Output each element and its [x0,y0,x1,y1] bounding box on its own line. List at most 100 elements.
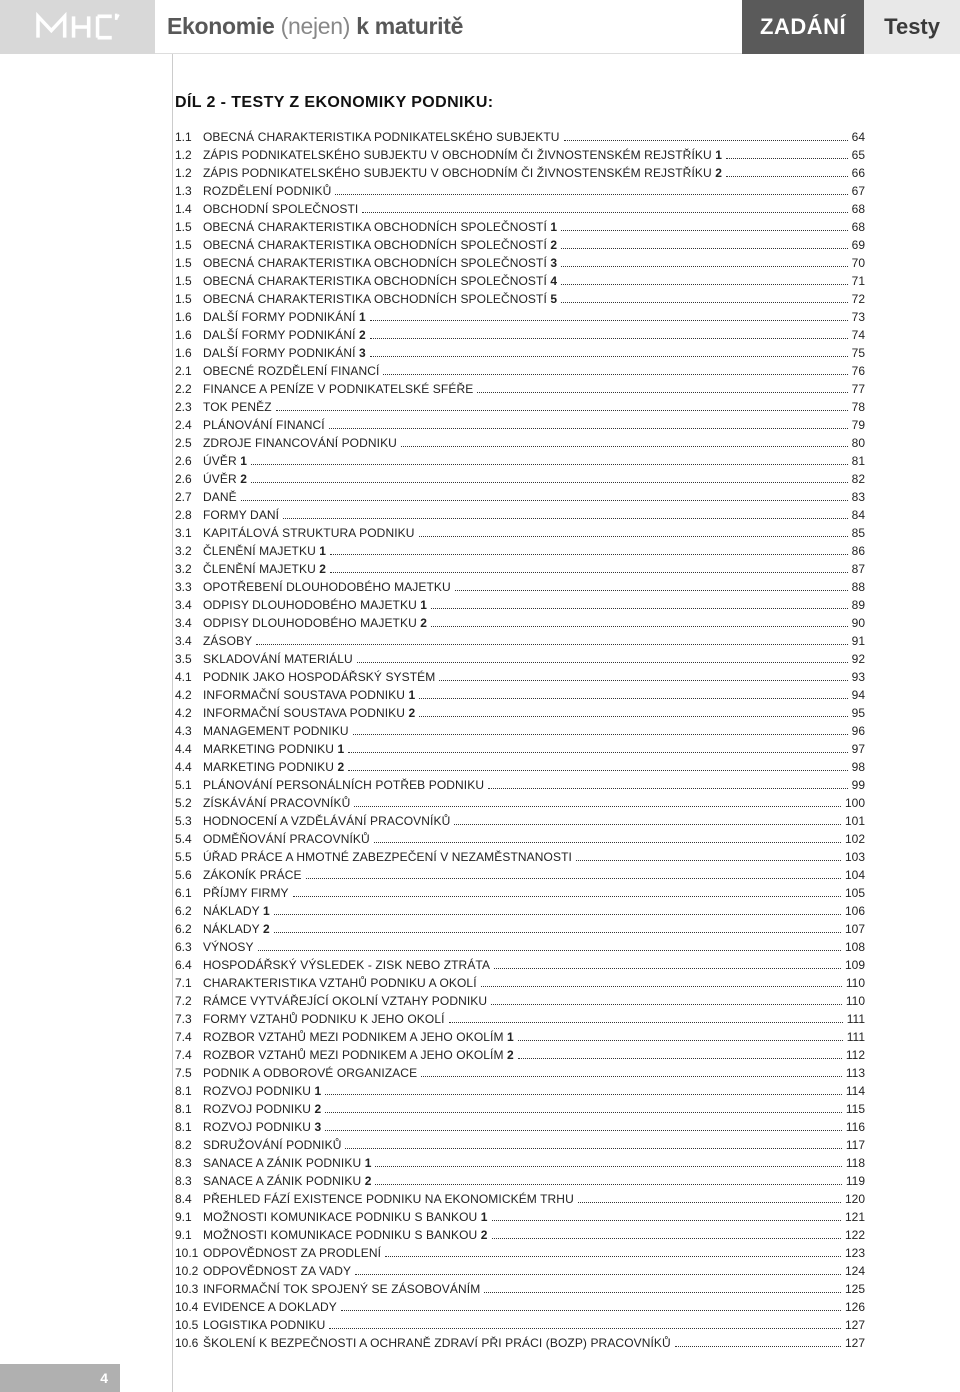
toc-page-number: 94 [852,686,865,704]
toc-page-number: 70 [852,254,865,272]
page-header: Ekonomie (nejen) k maturitě ZADÁNÍ Testy [0,0,960,54]
page-number-footer: 4 [0,1364,120,1392]
toc-title-suffix: 2 [319,562,326,576]
toc-leader-dots [370,320,848,321]
toc-row: 4.1PODNIK JAKO HOSPODÁŘSKÝ SYSTÉM93 [175,668,865,686]
toc-number: 1.2 [175,146,203,164]
toc-title-suffix: 5 [550,292,557,306]
toc-leader-dots [561,266,848,267]
toc-number: 10.6 [175,1334,203,1352]
toc-number: 8.1 [175,1100,203,1118]
toc-number: 2.5 [175,434,203,452]
toc-page-number: 80 [852,434,865,452]
toc-page-number: 81 [852,452,865,470]
toc-leader-dots [370,356,848,357]
toc-page-number: 121 [845,1208,865,1226]
toc-leader-dots [251,482,848,483]
toc-number: 3.5 [175,650,203,668]
toc-page-number: 89 [852,596,865,614]
toc-title-suffix: 1 [319,544,326,558]
toc-leader-dots [455,590,848,591]
toc-leader-dots [306,878,841,879]
toc-number: 5.6 [175,866,203,884]
toc-number: 6.2 [175,902,203,920]
toc-row: 10.2ODPOVĚDNOST ZA VADY124 [175,1262,865,1280]
toc-number: 8.1 [175,1082,203,1100]
toc-title: PŘEHLED FÁZÍ EXISTENCE PODNIKU NA EKONOM… [203,1190,574,1208]
toc-page-number: 76 [852,362,865,380]
toc-title: DALŠÍ FORMY PODNIKÁNÍ 3 [203,344,366,362]
toc-row: 4.3MANAGEMENT PODNIKU96 [175,722,865,740]
toc-row: 3.2ČLENĚNÍ MAJETKU 186 [175,542,865,560]
toc-row: 1.6DALŠÍ FORMY PODNIKÁNÍ 375 [175,344,865,362]
toc-page-number: 118 [846,1154,865,1172]
toc-leader-dots [383,374,847,375]
toc-row: 3.5SKLADOVÁNÍ MATERIÁLU92 [175,650,865,668]
publisher-logo-icon [33,11,123,43]
toc-page-number: 91 [852,632,865,650]
toc-title: NÁKLADY 1 [203,902,270,920]
toc-title: ÚVĚR 2 [203,470,247,488]
toc-leader-dots [283,518,848,519]
toc-title: OBECNÁ CHARAKTERISTIKA OBCHODNÍCH SPOLEČ… [203,254,557,272]
toc-title: MOŽNOSTI KOMUNIKACE PODNIKU S BANKOU 2 [203,1226,488,1244]
toc-title: ZÁKONÍK PRÁCE [203,866,302,884]
toc-title: NÁKLADY 2 [203,920,270,938]
toc-leader-dots [357,662,848,663]
toc-row: 5.3HODNOCENÍ A VZDĚLÁVÁNÍ PRACOVNÍKŮ101 [175,812,865,830]
toc-leader-dots [362,212,847,213]
toc-row: 3.4ODPISY DLOUHODOBÉHO MAJETKU 290 [175,614,865,632]
toc-page-number: 78 [852,398,865,416]
toc-page-number: 93 [852,668,865,686]
toc-number: 1.5 [175,236,203,254]
toc-row: 2.3TOK PENĚZ78 [175,398,865,416]
toc-row: 1.6DALŠÍ FORMY PODNIKÁNÍ 173 [175,308,865,326]
toc-title: SDRUŽOVÁNÍ PODNIKŮ [203,1136,341,1154]
toc-number: 1.1 [175,128,203,146]
toc-number: 7.4 [175,1046,203,1064]
document-page: Ekonomie (nejen) k maturitě ZADÁNÍ Testy… [0,0,960,1392]
toc-title: FINANCE A PENÍZE V PODNIKATELSKÉ SFÉŘE [203,380,473,398]
section-title: DÍL 2 - TESTY Z EKONOMIKY PODNIKU: [175,94,865,112]
toc-row: 10.6ŠKOLENÍ K BEZPEČNOSTI A OCHRANĚ ZDRA… [175,1334,865,1352]
toc-leader-dots [494,968,841,969]
toc-row: 3.4ODPISY DLOUHODOBÉHO MAJETKU 189 [175,596,865,614]
toc-title: ČLENĚNÍ MAJETKU 1 [203,542,326,560]
toc-title-suffix: 1 [365,1156,372,1170]
toc-leader-dots [431,626,848,627]
toc-row: 6.3VÝNOSY108 [175,938,865,956]
toc-leader-dots [419,536,848,537]
toc-leader-dots [492,1220,841,1221]
toc-row: 7.4ROZBOR VZTAHŮ MEZI PODNIKEM A JEHO OK… [175,1028,865,1046]
toc-row: 6.4HOSPODÁŘSKÝ VÝSLEDEK - ZISK NEBO ZTRÁ… [175,956,865,974]
toc-number: 1.3 [175,182,203,200]
toc-title: DANĚ [203,488,237,506]
toc-page-number: 85 [852,524,865,542]
header-title: Ekonomie (nejen) k maturitě [167,13,463,40]
toc-page-number: 123 [845,1244,865,1262]
toc-page-number: 95 [852,704,865,722]
toc-title: PODNIK A ODBOROVÉ ORGANIZACE [203,1064,417,1082]
toc-row: 10.5LOGISTIKA PODNIKU127 [175,1316,865,1334]
toc-number: 7.1 [175,974,203,992]
toc-title-suffix: 1 [337,742,344,756]
toc-title: MOŽNOSTI KOMUNIKACE PODNIKU S BANKOU 1 [203,1208,488,1226]
toc-number: 4.3 [175,722,203,740]
toc-number: 2.6 [175,470,203,488]
toc-title: PLÁNOVÁNÍ FINANCÍ [203,416,325,434]
toc-title: HOSPODÁŘSKÝ VÝSLEDEK - ZISK NEBO ZTRÁTA [203,956,490,974]
toc-page-number: 83 [852,488,865,506]
toc-row: 5.4ODMĚŇOVÁNÍ PRACOVNÍKŮ102 [175,830,865,848]
toc-title-suffix: 2 [365,1174,372,1188]
toc-leader-dots [325,1094,842,1095]
toc-title: ODPOVĚDNOST ZA VADY [203,1262,351,1280]
toc-number: 5.4 [175,830,203,848]
toc-number: 3.1 [175,524,203,542]
toc-leader-dots [561,302,848,303]
toc-number: 10.3 [175,1280,203,1298]
toc-page-number: 86 [852,542,865,560]
toc-number: 1.6 [175,308,203,326]
toc-title: ZÁSOBY [203,632,252,650]
toc-title: KAPITÁLOVÁ STRUKTURA PODNIKU [203,524,415,542]
left-margin-rule [172,54,173,1392]
